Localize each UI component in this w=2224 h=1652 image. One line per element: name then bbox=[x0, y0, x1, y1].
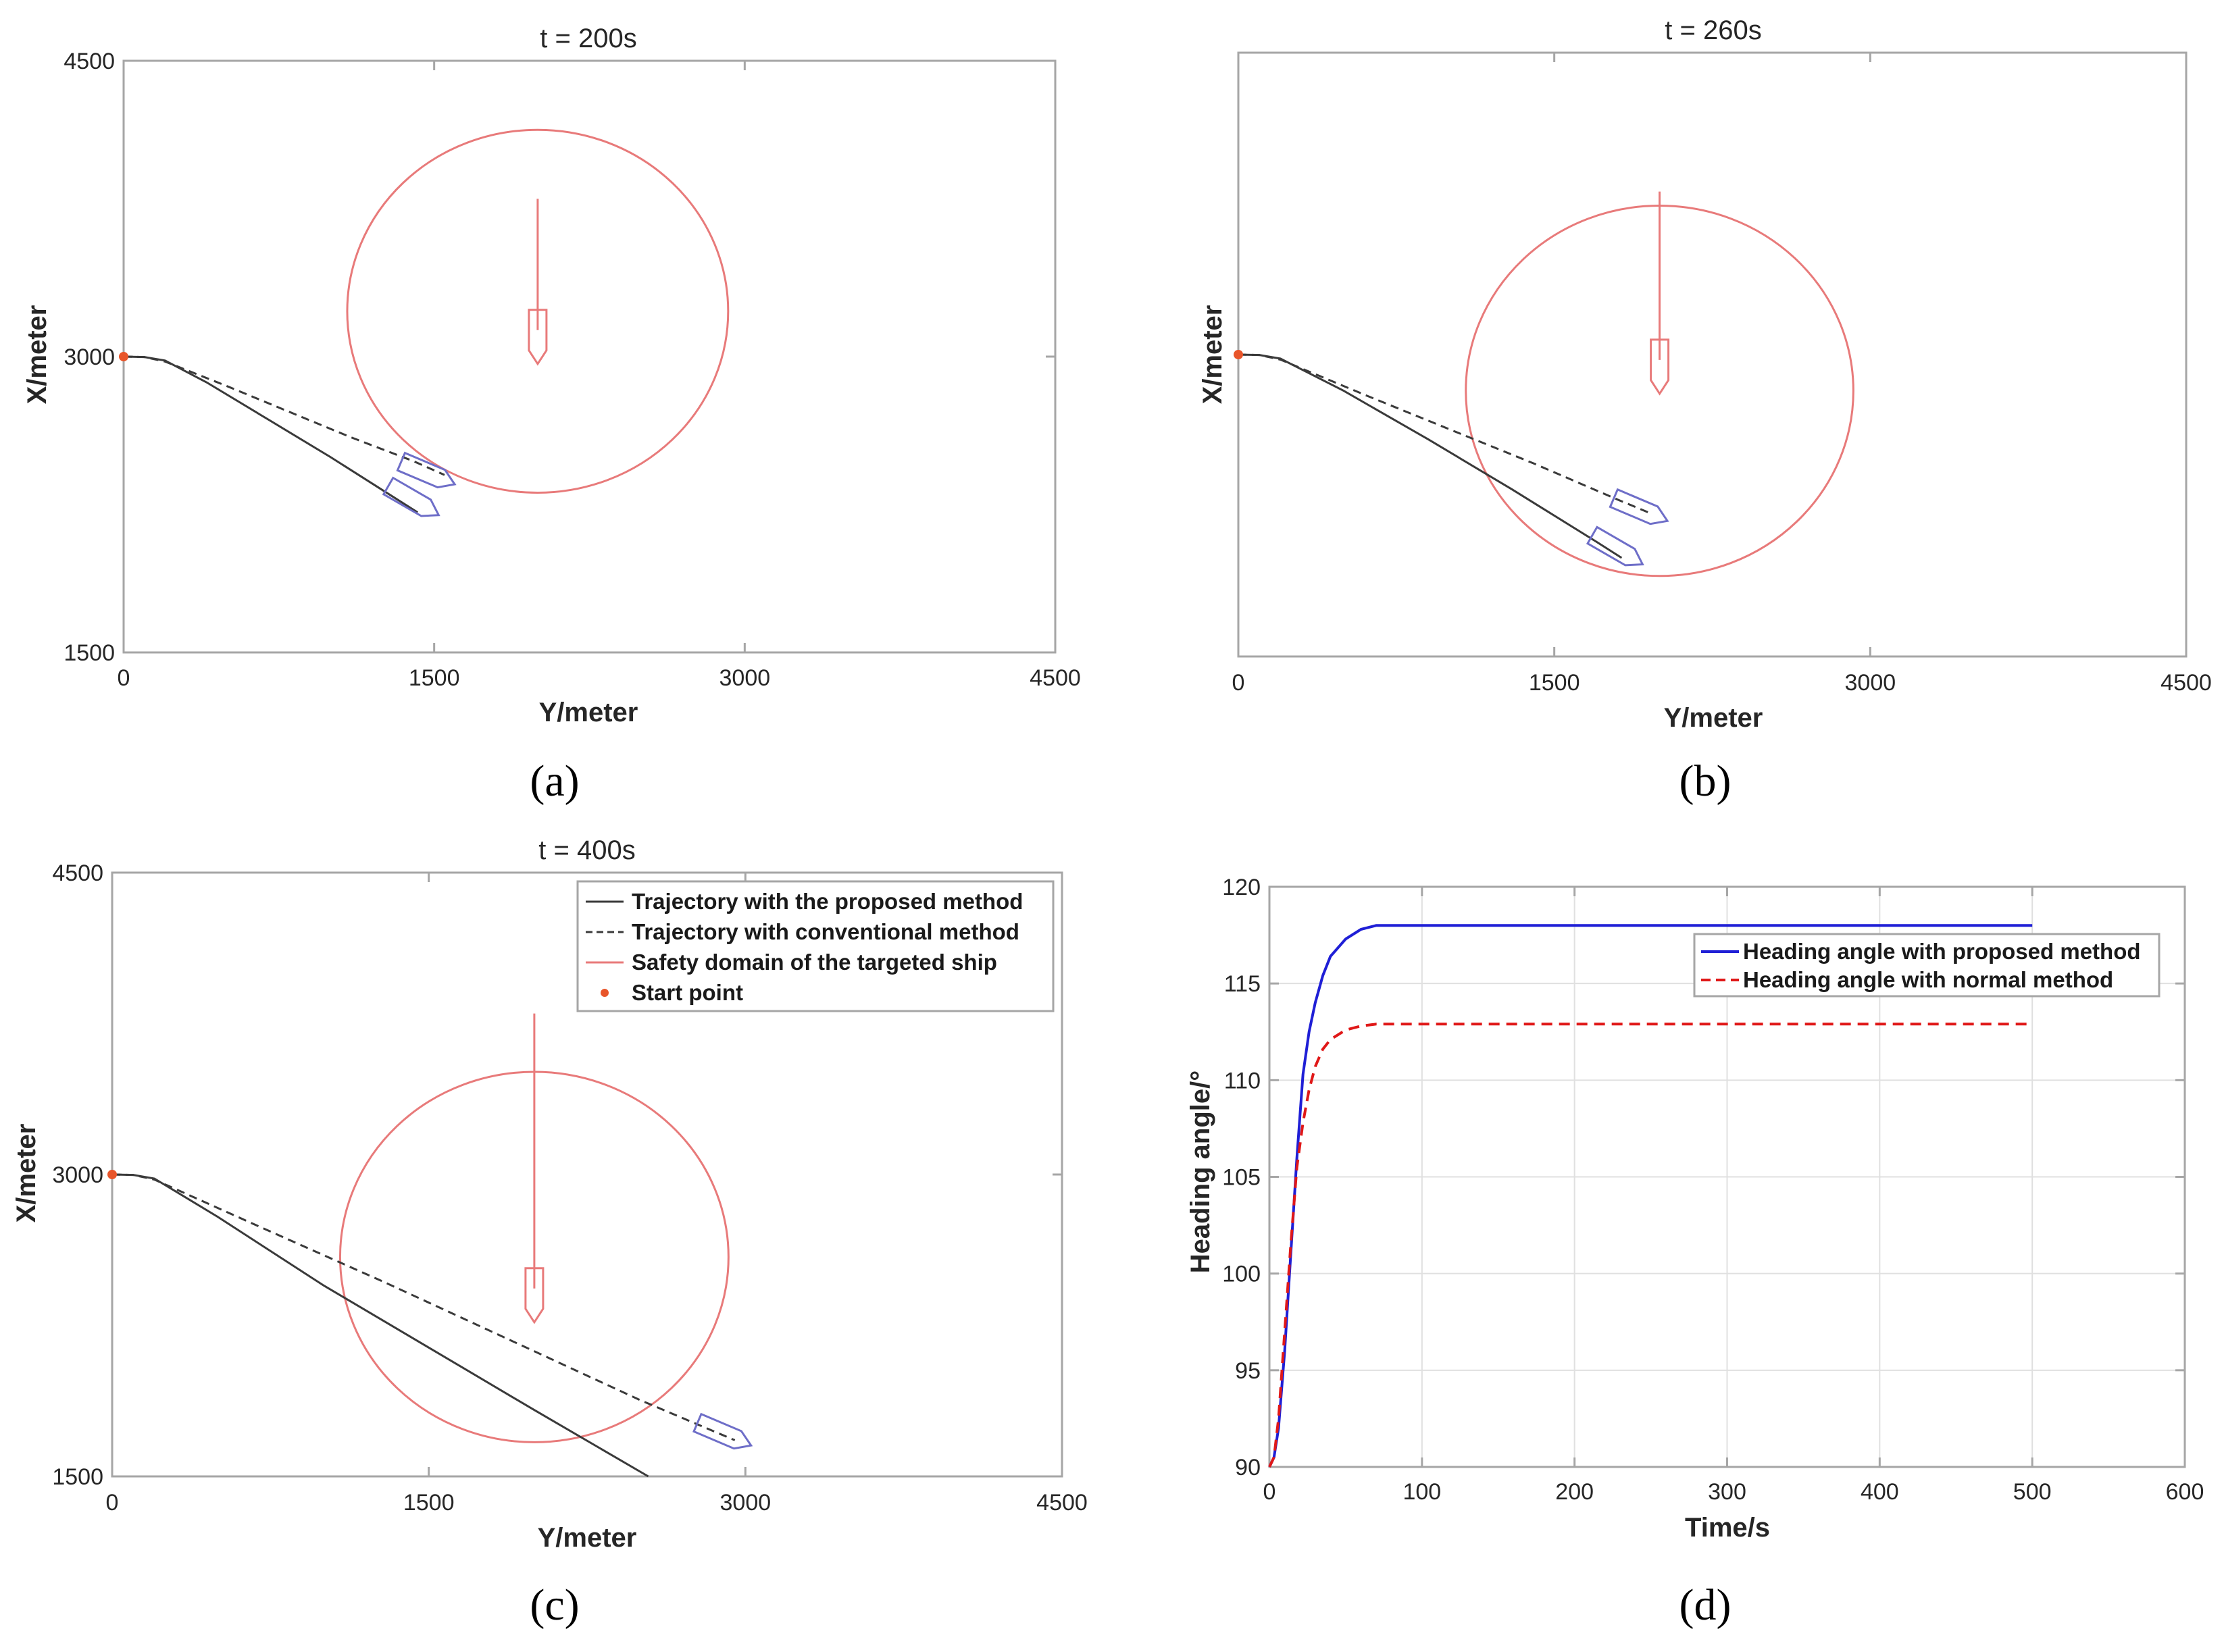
panel-d: 0 100 200 300 400 500 600 90 95 100 105 110 115 120 He… bbox=[1186, 875, 2204, 1630]
panel-c-ylabel: X/meter bbox=[11, 1124, 41, 1223]
panel-c-title: t = 400s bbox=[538, 835, 635, 865]
panel-d-xlabel: Time/s bbox=[1685, 1513, 1770, 1543]
d-legend-label-0: Heading angle with proposed method bbox=[1743, 939, 2141, 964]
panel-a-xlabel: Y/meter bbox=[539, 698, 638, 727]
panel-b: t = 260s 0 1500 3000 4500 Y/meter X/meter (… bbox=[1198, 16, 2212, 806]
c-ytick-label: 4500 bbox=[52, 860, 103, 886]
d-ytick-label: 115 bbox=[1224, 971, 1261, 997]
d-series-1-line bbox=[1268, 1023, 2033, 1468]
a-series-1-line bbox=[123, 355, 445, 476]
d-legend-box bbox=[1693, 933, 2160, 998]
a-ytick-label: 3000 bbox=[64, 344, 115, 370]
d-xtick-label: 300 bbox=[1708, 1479, 1746, 1505]
c-own-ship-0-icon bbox=[692, 1412, 753, 1450]
b-series-1-line bbox=[1238, 353, 1652, 515]
panel-c: t = 400s 0 1500 3000 4500150030004500Trajec… bbox=[11, 835, 1088, 1630]
a-target-ship-icon bbox=[528, 309, 548, 366]
b-xtick-label: 4500 bbox=[2160, 670, 2212, 696]
c-xtick-label: 1500 bbox=[403, 1490, 455, 1516]
a-own-ship-0-icon bbox=[382, 476, 440, 517]
c-xtick-label: 3000 bbox=[720, 1490, 772, 1516]
d-xtick-label: 100 bbox=[1402, 1479, 1441, 1505]
c-series-0-line bbox=[111, 1173, 649, 1478]
d-series-0-line bbox=[1268, 924, 2033, 1468]
panel-d-plot: 0 100 200 300 400 500 600 90 95 100 105 110 115 120 He… bbox=[1222, 875, 2204, 1505]
d-xtick-label: 200 bbox=[1555, 1479, 1594, 1505]
c-target-ship-icon bbox=[524, 1267, 545, 1324]
c-legend-label-3: Start point bbox=[632, 980, 743, 1005]
d-legend: Heading angle with proposed method Headin… bbox=[1693, 933, 2160, 998]
c-legend-box bbox=[576, 880, 1055, 1012]
panel-d-caption: (d) bbox=[1679, 1580, 1732, 1630]
d-ytick-label: 105 bbox=[1222, 1165, 1261, 1191]
a-xtick-label: 4500 bbox=[1030, 665, 1081, 691]
a-own-ship-1-icon bbox=[396, 451, 457, 489]
d-ytick-label: 120 bbox=[1222, 875, 1261, 900]
b-series-0-line bbox=[1238, 353, 1623, 559]
b-target-ship-icon bbox=[1650, 338, 1670, 396]
panel-a-title: t = 200s bbox=[540, 24, 636, 53]
d-legend-label-1: Heading angle with normal method bbox=[1743, 967, 2113, 992]
panel-c-caption: (c) bbox=[530, 1580, 579, 1630]
a-xtick-label: 3000 bbox=[719, 665, 771, 691]
d-xtick-label: 600 bbox=[2166, 1479, 2204, 1505]
panel-a-caption: (a) bbox=[530, 756, 579, 806]
panel-c-xlabel: Y/meter bbox=[538, 1523, 637, 1553]
panel-b-xlabel: Y/meter bbox=[1664, 703, 1763, 733]
a-series-0-line bbox=[123, 355, 419, 513]
a-ytick-label: 4500 bbox=[64, 49, 115, 74]
panel-b-ylabel: X/meter bbox=[1198, 305, 1228, 405]
c-xtick-label: 0 bbox=[106, 1490, 119, 1516]
d-ytick-label: 90 bbox=[1235, 1455, 1261, 1480]
c-legend: Trajectory with the proposed method Traje… bbox=[576, 880, 1055, 1012]
c-xtick-label: 4500 bbox=[1036, 1490, 1088, 1516]
d-ytick-label: 95 bbox=[1235, 1358, 1261, 1384]
a-axes-box bbox=[122, 59, 1057, 654]
d-xtick-label: 400 bbox=[1861, 1479, 1899, 1505]
a-xtick-label: 1500 bbox=[409, 665, 460, 691]
panel-b-title: t = 260s bbox=[1665, 16, 1761, 45]
b-axes-box bbox=[1237, 51, 2188, 658]
d-ytick-label: 110 bbox=[1224, 1068, 1261, 1093]
a-safety-domain-circle bbox=[346, 128, 730, 494]
b-own-ship-1-icon bbox=[1609, 488, 1669, 525]
panel-a-ylabel: X/meter bbox=[22, 305, 52, 405]
c-ytick-label: 3000 bbox=[52, 1162, 103, 1188]
b-start-point bbox=[1234, 350, 1243, 359]
d-xtick-label: 500 bbox=[2013, 1479, 2052, 1505]
c-legend-key-3 bbox=[601, 989, 609, 997]
c-series-1-line bbox=[111, 1173, 736, 1441]
c-start-point bbox=[107, 1170, 117, 1179]
d-xtick-label: 0 bbox=[1263, 1479, 1276, 1505]
a-start-point bbox=[119, 352, 128, 361]
a-ytick-label: 1500 bbox=[64, 640, 115, 666]
c-legend-label-2: Safety domain of the targeted ship bbox=[632, 950, 997, 975]
panel-d-ylabel: Heading angle/° bbox=[1186, 1070, 1215, 1274]
panel-b-plot: 0 1500 3000 4500 bbox=[1232, 51, 2212, 696]
b-own-ship-0-icon bbox=[1586, 525, 1644, 567]
d-ytick-label: 100 bbox=[1222, 1262, 1261, 1287]
panel-b-caption: (b) bbox=[1679, 756, 1732, 806]
b-xtick-label: 1500 bbox=[1529, 670, 1580, 696]
c-ytick-label: 1500 bbox=[52, 1464, 103, 1490]
c-legend-label-0: Trajectory with the proposed method bbox=[632, 889, 1023, 914]
a-xtick-label: 0 bbox=[118, 665, 130, 691]
b-xtick-label: 3000 bbox=[1845, 670, 1896, 696]
c-legend-label-1: Trajectory with conventional method bbox=[632, 919, 1019, 944]
b-xtick-label: 0 bbox=[1232, 670, 1245, 696]
